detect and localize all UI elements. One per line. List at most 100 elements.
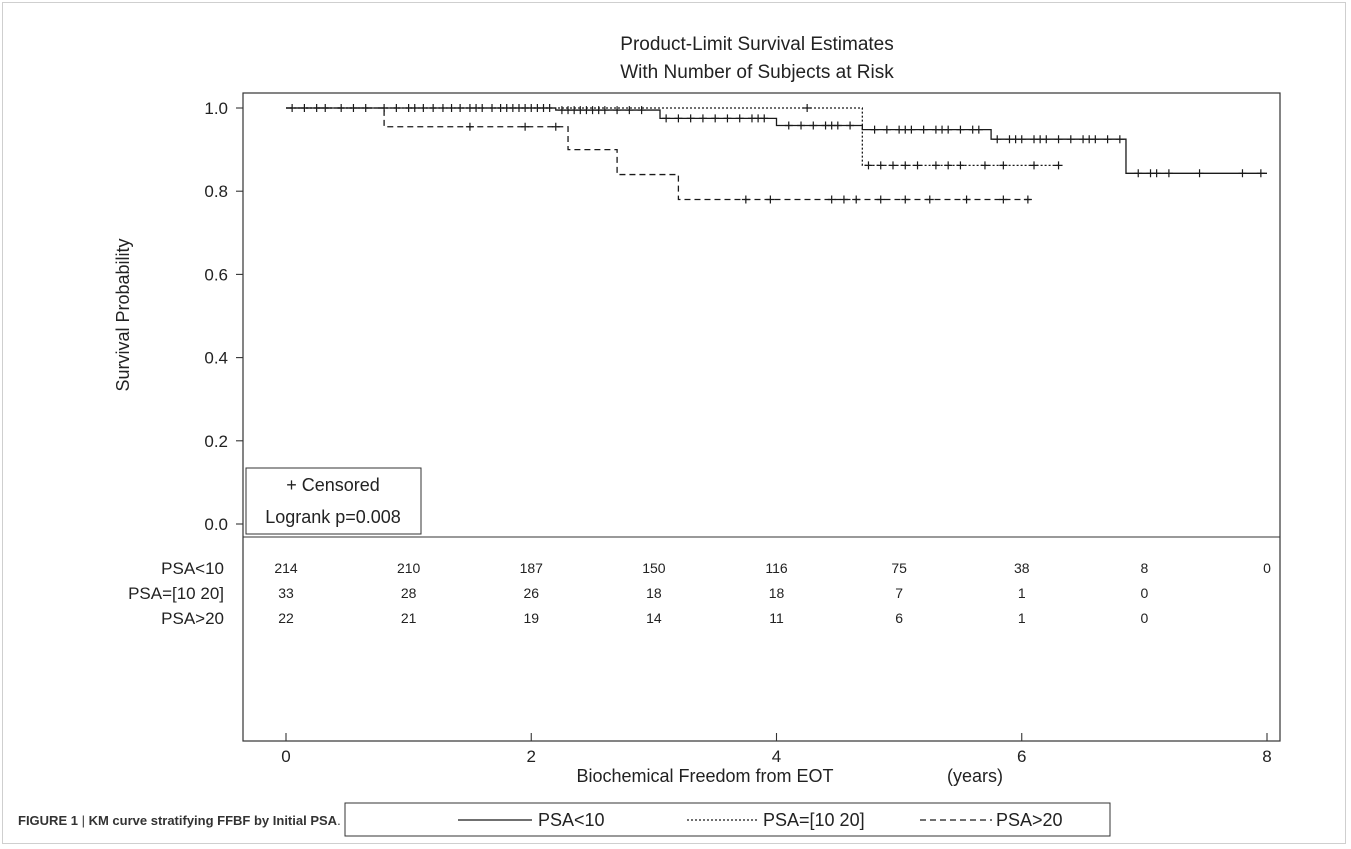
- at-risk-count: 6: [895, 610, 903, 626]
- caption-separator: |: [77, 813, 89, 828]
- censor-mark: [913, 161, 922, 170]
- at-risk-count: 150: [642, 560, 666, 576]
- censor-mark: [674, 114, 683, 123]
- censor-mark: [698, 114, 707, 123]
- plot-frame: [242, 92, 1281, 742]
- censor-mark: [944, 161, 953, 170]
- censor-mark: [1023, 195, 1032, 204]
- censor-mark: [876, 195, 885, 204]
- at-risk-count: 187: [520, 560, 544, 576]
- censor-mark: [931, 161, 940, 170]
- censor-mark: [901, 161, 910, 170]
- y-tick-label: 0.8: [204, 182, 228, 201]
- at-risk-count: 1: [1018, 610, 1026, 626]
- at-risk-count: 33: [278, 585, 294, 601]
- censor-mark: [1017, 135, 1026, 144]
- censor-mark: [1238, 169, 1247, 178]
- series-1: [286, 104, 1267, 178]
- censor-mark: [735, 114, 744, 123]
- censor-mark: [956, 125, 965, 134]
- censor-mark: [993, 135, 1002, 144]
- at-risk-count: 28: [401, 585, 417, 601]
- censor-mark: [864, 161, 873, 170]
- censor-mark: [827, 195, 836, 204]
- at-risk-count: 26: [523, 585, 539, 601]
- censor-mark: [686, 114, 695, 123]
- at-risk-count: 38: [1014, 560, 1030, 576]
- at-risk-count: 14: [646, 610, 662, 626]
- censor-mark: [852, 195, 861, 204]
- chart-subtitle: With Number of Subjects at Risk: [620, 62, 894, 83]
- censor-mark: [870, 125, 879, 134]
- censor-mark: [1164, 169, 1173, 178]
- censor-mark: [1115, 135, 1124, 144]
- legend-label: PSA>20: [996, 810, 1063, 830]
- at-risk-count: 19: [523, 610, 539, 626]
- censor-box-frame: [245, 467, 422, 535]
- censor-mark: [962, 195, 971, 204]
- y-tick-label: 0.2: [204, 432, 228, 451]
- censor-mark: [1195, 169, 1204, 178]
- at-risk-row-label: PSA<10: [161, 559, 224, 578]
- at-risk-count: 8: [1140, 560, 1148, 576]
- censor-mark: [1030, 161, 1039, 170]
- censor-mark: [723, 114, 732, 123]
- x-tick-label: 2: [527, 747, 536, 766]
- series-2: [286, 104, 1063, 170]
- censor-mark: [846, 121, 855, 130]
- censor-mark: [625, 106, 634, 115]
- censored-label: + Censored: [286, 475, 380, 495]
- series-3: [286, 107, 1035, 204]
- chart-title: Product-Limit Survival Estimates: [620, 34, 893, 55]
- x-axis-unit: (years): [947, 766, 1003, 786]
- x-axis-label: Biochemical Freedom from EOT: [576, 766, 833, 786]
- km-curve: [286, 107, 1035, 201]
- censor-box: + Censored Logrank p=0.008: [245, 467, 422, 535]
- at-risk-count: 1: [1018, 585, 1026, 601]
- at-risk-count: 0: [1140, 610, 1148, 626]
- censor-mark: [833, 121, 842, 130]
- censor-mark: [741, 195, 750, 204]
- caption-text: KM curve stratifying FFBF by Initial PSA: [88, 813, 338, 828]
- censor-mark: [974, 125, 983, 134]
- censor-mark: [600, 106, 609, 115]
- censor-mark: [999, 195, 1008, 204]
- y-tick-label: 0.4: [204, 349, 228, 368]
- censor-mark: [760, 114, 769, 123]
- y-tick-label: 1.0: [204, 99, 228, 118]
- at-risk-count: 75: [891, 560, 907, 576]
- censor-mark: [662, 114, 671, 123]
- censor-mark: [1054, 135, 1063, 144]
- at-risk-count: 21: [401, 610, 417, 626]
- x-tick-label: 6: [1017, 747, 1026, 766]
- censor-mark: [925, 195, 934, 204]
- at-risk-count: 7: [895, 585, 903, 601]
- censor-mark: [803, 104, 812, 112]
- at-risk-count: 18: [646, 585, 662, 601]
- figure-caption: FIGURE 1 | KM curve stratifying FFBF by …: [18, 813, 341, 828]
- censor-mark: [711, 114, 720, 123]
- censor-mark: [1134, 169, 1143, 178]
- censor-mark: [1152, 169, 1161, 178]
- censor-mark: [901, 195, 910, 204]
- at-risk-count: 116: [765, 560, 788, 576]
- caption-suffix: .: [337, 813, 341, 828]
- censor-mark: [797, 121, 806, 130]
- legend-label: PSA=[10 20]: [763, 810, 865, 830]
- x-tick-label: 8: [1262, 747, 1271, 766]
- censor-mark: [944, 125, 953, 134]
- censor-mark: [888, 161, 897, 170]
- censor-mark: [882, 125, 891, 134]
- censor-mark: [637, 106, 646, 115]
- censor-mark: [465, 122, 474, 131]
- logrank-label: Logrank p=0.008: [265, 507, 401, 527]
- at-risk-count: 18: [769, 585, 785, 601]
- censor-mark: [613, 106, 622, 115]
- at-risk-count: 0: [1140, 585, 1148, 601]
- x-tick-label: 0: [281, 747, 290, 766]
- censor-mark: [999, 161, 1008, 170]
- y-tick-label: 0.6: [204, 265, 228, 284]
- censor-mark: [919, 125, 928, 134]
